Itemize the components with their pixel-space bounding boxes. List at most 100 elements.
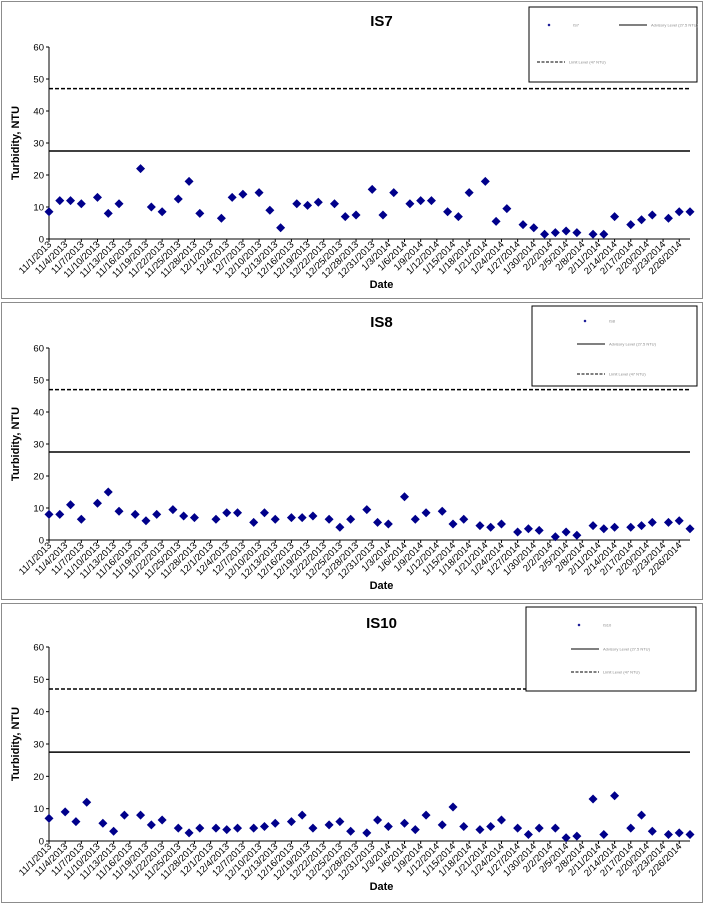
legend-marker <box>583 319 587 323</box>
x-axis-label: Date <box>370 279 394 291</box>
data-point <box>76 514 86 524</box>
data-point <box>437 506 447 516</box>
data-point <box>71 817 81 827</box>
y-tick-label: 10 <box>33 804 44 815</box>
data-point <box>55 196 65 206</box>
data-point <box>103 487 113 497</box>
y-tick-label: 60 <box>33 344 44 355</box>
data-point <box>610 791 620 801</box>
data-point <box>114 199 124 209</box>
y-tick-label: 60 <box>33 643 44 654</box>
data-point <box>685 830 695 840</box>
data-point <box>286 817 296 827</box>
data-point <box>238 189 248 199</box>
data-point <box>367 184 377 194</box>
data-point <box>443 207 453 217</box>
data-point <box>136 810 146 820</box>
data-point <box>448 802 458 812</box>
y-tick-label: 50 <box>33 675 44 686</box>
data-point <box>216 213 226 223</box>
data-point <box>222 508 232 518</box>
data-point <box>405 199 415 209</box>
data-point <box>173 194 183 204</box>
data-point <box>561 833 571 843</box>
legend-label: Limit Level (47 NTU) <box>609 372 646 377</box>
data-point <box>540 229 550 239</box>
legend-marker <box>547 23 551 27</box>
y-tick-label: 0 <box>39 235 44 246</box>
data-point <box>303 200 313 210</box>
data-point <box>66 196 76 206</box>
data-point <box>233 823 243 833</box>
data-point <box>599 524 609 534</box>
chart-svg: IS7010203040506011/1/201311/4/201311/7/2… <box>10 6 699 291</box>
data-point <box>136 164 146 174</box>
y-tick-label: 30 <box>33 440 44 451</box>
y-tick-label: 20 <box>33 171 44 182</box>
data-point <box>626 522 636 532</box>
data-point <box>550 823 560 833</box>
data-point <box>572 831 582 841</box>
data-point <box>410 825 420 835</box>
data-point <box>647 210 657 220</box>
data-point <box>146 202 156 212</box>
data-point <box>184 176 194 186</box>
legend-label: IS7 <box>573 23 580 28</box>
data-point <box>276 223 286 233</box>
data-point <box>44 509 54 519</box>
data-point <box>588 229 598 239</box>
data-point <box>647 826 657 836</box>
data-point <box>491 216 501 226</box>
data-point <box>92 498 102 508</box>
data-point <box>227 192 237 202</box>
chart-svg: IS8010203040506011/1/201311/4/201311/7/2… <box>10 305 698 592</box>
data-point <box>286 513 296 523</box>
data-point <box>270 818 280 828</box>
data-point <box>513 823 523 833</box>
data-point <box>157 815 167 825</box>
data-point <box>518 220 528 230</box>
data-point <box>297 810 307 820</box>
data-point <box>459 514 469 524</box>
data-point <box>44 207 54 217</box>
data-point <box>475 825 485 835</box>
legend-box <box>528 6 698 83</box>
data-point <box>308 511 318 521</box>
data-point <box>211 823 221 833</box>
y-tick-label: 0 <box>39 536 44 547</box>
data-point <box>448 519 458 529</box>
data-point <box>157 207 167 217</box>
data-point <box>114 506 124 516</box>
data-point <box>146 820 156 830</box>
data-point <box>173 823 183 833</box>
y-tick-label: 50 <box>33 376 44 387</box>
data-point <box>335 817 345 827</box>
data-point <box>523 830 533 840</box>
data-point <box>496 815 506 825</box>
data-point <box>416 196 426 206</box>
data-point <box>610 522 620 532</box>
data-point <box>529 223 539 233</box>
data-point <box>195 208 205 218</box>
data-point <box>324 514 334 524</box>
data-point <box>335 522 345 532</box>
x-axis-label: Date <box>370 580 394 592</box>
data-point <box>599 229 609 239</box>
data-point <box>222 825 232 835</box>
data-point <box>152 509 162 519</box>
y-tick-label: 50 <box>33 75 44 86</box>
chart-title: IS8 <box>370 314 393 331</box>
legend-label: Limit Level (47 NTU) <box>603 670 640 675</box>
data-point <box>464 188 474 198</box>
data-point <box>626 220 636 230</box>
data-point <box>297 513 307 523</box>
data-point <box>55 509 65 519</box>
data-point <box>346 514 356 524</box>
data-point <box>486 522 496 532</box>
data-point <box>674 828 684 838</box>
chart-title: IS7 <box>370 13 393 30</box>
y-tick-label: 0 <box>39 837 44 848</box>
data-point <box>550 228 560 238</box>
chart-title: IS10 <box>366 615 397 632</box>
data-point <box>561 527 571 537</box>
